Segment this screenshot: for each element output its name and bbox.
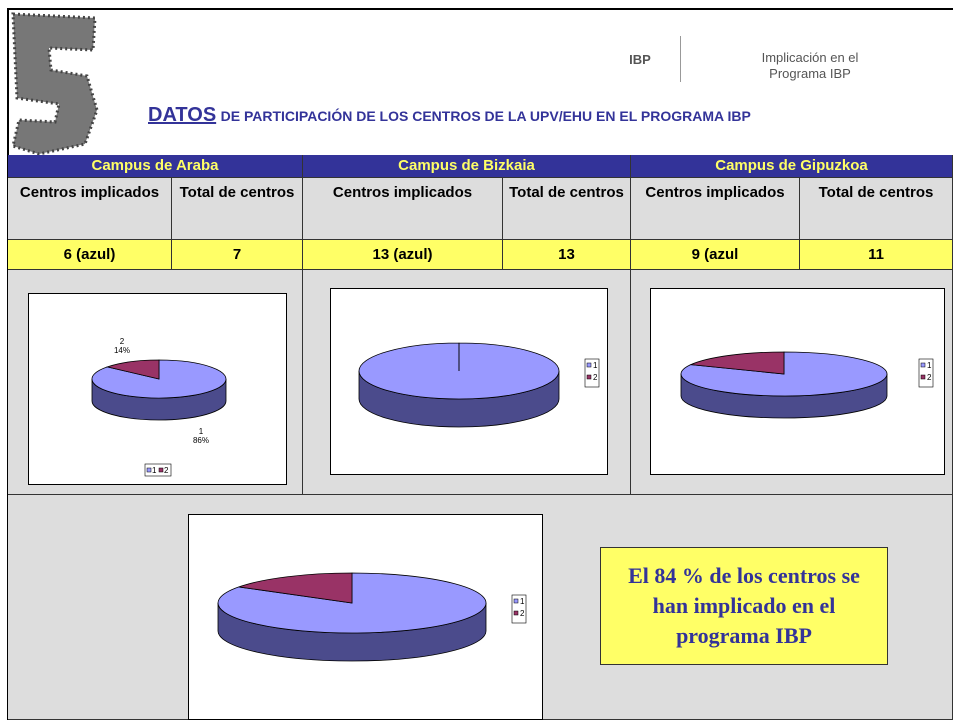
campus-header: Campus de Bizkaia xyxy=(303,155,631,178)
slice-label: 14% xyxy=(114,346,130,355)
legend-label: 1 xyxy=(927,361,932,370)
slice-category: 1 xyxy=(199,427,204,436)
column-header: Total de centros xyxy=(172,178,303,240)
campus-header: Campus de Gipuzkoa xyxy=(631,155,953,178)
legend-label: 1 xyxy=(593,361,598,370)
callout: El 84 % de los centros se han implicado … xyxy=(600,547,888,665)
campus-header: Campus de Araba xyxy=(8,155,303,178)
legend-label: 2 xyxy=(520,609,525,618)
page: IBP Implicación en el Programa IBP DATOS… xyxy=(0,0,953,720)
header-divider xyxy=(680,36,681,82)
legend-label: 1 xyxy=(520,597,525,606)
slice-label: 86% xyxy=(193,436,209,445)
logo xyxy=(9,10,99,155)
table-value: 11 xyxy=(800,240,953,270)
table-value: 13 xyxy=(503,240,631,270)
legend-label: 2 xyxy=(593,373,598,382)
pie-chart: 12 xyxy=(330,288,608,475)
column-header: Centros implicados xyxy=(631,178,800,240)
legend-swatch xyxy=(921,375,925,379)
legend-swatch xyxy=(587,363,591,367)
table-value: 6 (azul) xyxy=(8,240,172,270)
legend-swatch xyxy=(514,599,518,603)
legend-swatch xyxy=(587,375,591,379)
legend-label: 2 xyxy=(164,466,169,475)
pie-chart: 12 xyxy=(650,288,945,475)
title-rest: DE PARTICIPACIÓN DE LOS CENTROS DE LA UP… xyxy=(221,108,751,124)
table-value: 7 xyxy=(172,240,303,270)
header-ibp: IBP xyxy=(620,52,660,67)
legend-swatch xyxy=(921,363,925,367)
column-header: Centros implicados xyxy=(303,178,503,240)
legend-label: 2 xyxy=(927,373,932,382)
slice-category: 2 xyxy=(120,337,125,346)
column-header: Centros implicados xyxy=(8,178,172,240)
table-value: 13 (azul) xyxy=(303,240,503,270)
table-value: 9 (azul xyxy=(631,240,800,270)
legend-label: 1 xyxy=(152,466,157,475)
legend-swatch xyxy=(147,468,151,472)
title-lead: DATOS xyxy=(148,104,216,126)
column-header: Total de centros xyxy=(800,178,953,240)
legend-swatch xyxy=(159,468,163,472)
pie-chart: 12 xyxy=(188,514,543,720)
column-header: Total de centros xyxy=(503,178,631,240)
top-rule xyxy=(8,8,953,10)
header-subtitle: Implicación en el Programa IBP xyxy=(740,50,880,81)
title: DATOS DE PARTICIPACIÓN DE LOS CENTROS DE… xyxy=(148,104,751,127)
legend-swatch xyxy=(514,611,518,615)
